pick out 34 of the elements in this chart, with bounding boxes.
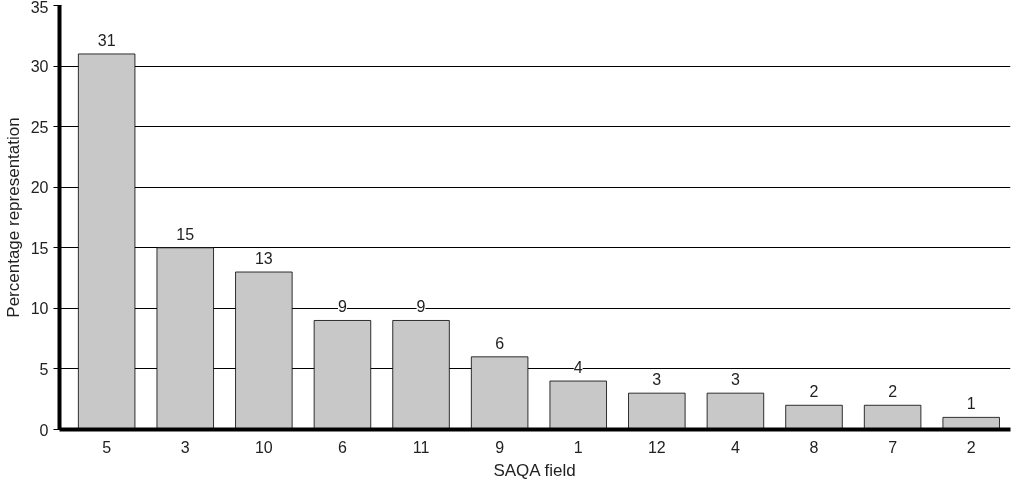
data-label: 9 — [337, 298, 347, 316]
x-tick-label: 12 — [647, 438, 666, 456]
data-label: 3 — [652, 371, 662, 389]
y-tick-label: 30 — [30, 58, 49, 76]
data-label: 1 — [966, 395, 976, 413]
data-label: 3 — [730, 371, 740, 389]
x-tick-label: 8 — [809, 438, 819, 456]
x-tick-label: 3 — [180, 438, 190, 456]
x-tick-label: 1 — [573, 438, 583, 456]
data-label: 2 — [888, 383, 898, 401]
y-tick-label: 15 — [30, 239, 49, 257]
y-tick-label: 35 — [30, 0, 49, 16]
x-tick-label: 7 — [888, 438, 898, 456]
x-tick-label: 2 — [966, 438, 976, 456]
data-label: 6 — [495, 334, 505, 352]
y-tick-label: 20 — [30, 179, 49, 197]
data-label: 31 — [97, 31, 116, 49]
x-tick-label: 4 — [730, 438, 740, 456]
x-tick-label: 6 — [337, 438, 347, 456]
y-axis-title: Percentage representation — [3, 117, 23, 318]
x-tick-label: 5 — [102, 438, 112, 456]
data-label: 4 — [573, 359, 583, 377]
y-tick-label: 10 — [30, 300, 49, 318]
y-tick-label: 5 — [39, 360, 49, 378]
x-tick-label: 10 — [254, 438, 273, 456]
data-label: 15 — [176, 225, 195, 243]
y-tick-label: 25 — [30, 118, 49, 136]
x-tick-label: 11 — [412, 438, 430, 456]
data-label: 13 — [254, 250, 273, 268]
x-tick-label: 9 — [495, 438, 505, 456]
data-label: 2 — [809, 383, 819, 401]
y-tick-label: 0 — [39, 421, 49, 439]
x-axis-title: SAQA field — [493, 460, 576, 480]
data-label: 9 — [416, 298, 426, 316]
